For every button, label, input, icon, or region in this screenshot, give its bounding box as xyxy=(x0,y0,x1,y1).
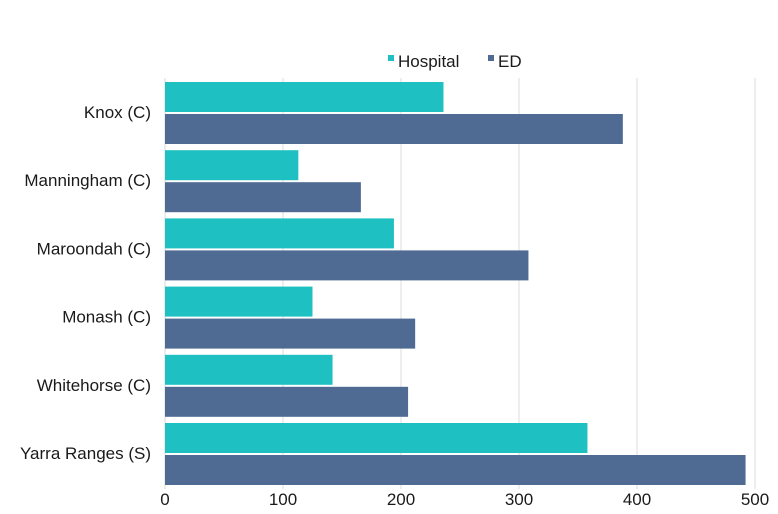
bar-hospital-5 xyxy=(165,423,588,453)
bar-hospital-0 xyxy=(165,82,444,112)
bar-ed-2 xyxy=(165,250,529,281)
gridlines xyxy=(164,78,756,489)
category-label: Maroondah (C) xyxy=(37,239,151,258)
category-label: Monash (C) xyxy=(62,308,151,327)
x-tick-label: 500 xyxy=(741,490,769,509)
bar-ed-1 xyxy=(165,182,361,213)
bar-ed-5 xyxy=(165,455,746,485)
category-labels: Knox (C) Manningham (C) Maroondah (C) Monas… xyxy=(20,103,151,463)
legend: Hospital ED xyxy=(388,52,522,71)
legend-swatch-ed xyxy=(488,55,494,61)
bar-series xyxy=(165,82,746,485)
x-tick-labels: 0 100 200 300 400 500 xyxy=(160,490,769,509)
bar-hospital-2 xyxy=(165,218,394,249)
bar-ed-4 xyxy=(165,386,409,417)
legend-label-ed: ED xyxy=(498,52,522,71)
category-label: Knox (C) xyxy=(84,103,151,122)
bar-ed-3 xyxy=(165,318,416,349)
legend-label-hospital: Hospital xyxy=(398,52,459,71)
bar-hospital-3 xyxy=(165,286,313,317)
category-label: Whitehorse (C) xyxy=(37,376,151,395)
x-tick-label: 400 xyxy=(623,490,651,509)
x-tick-label: 300 xyxy=(505,490,533,509)
bar-hospital-4 xyxy=(165,354,333,385)
category-label: Manningham (C) xyxy=(24,171,151,190)
x-tick-label: 0 xyxy=(160,490,169,509)
bar-ed-0 xyxy=(165,114,623,144)
category-label: Yarra Ranges (S) xyxy=(20,444,151,463)
bar-hospital-1 xyxy=(165,150,299,181)
legend-swatch-hospital xyxy=(388,55,394,61)
x-tick-label: 200 xyxy=(387,490,415,509)
x-tick-label: 100 xyxy=(269,490,297,509)
